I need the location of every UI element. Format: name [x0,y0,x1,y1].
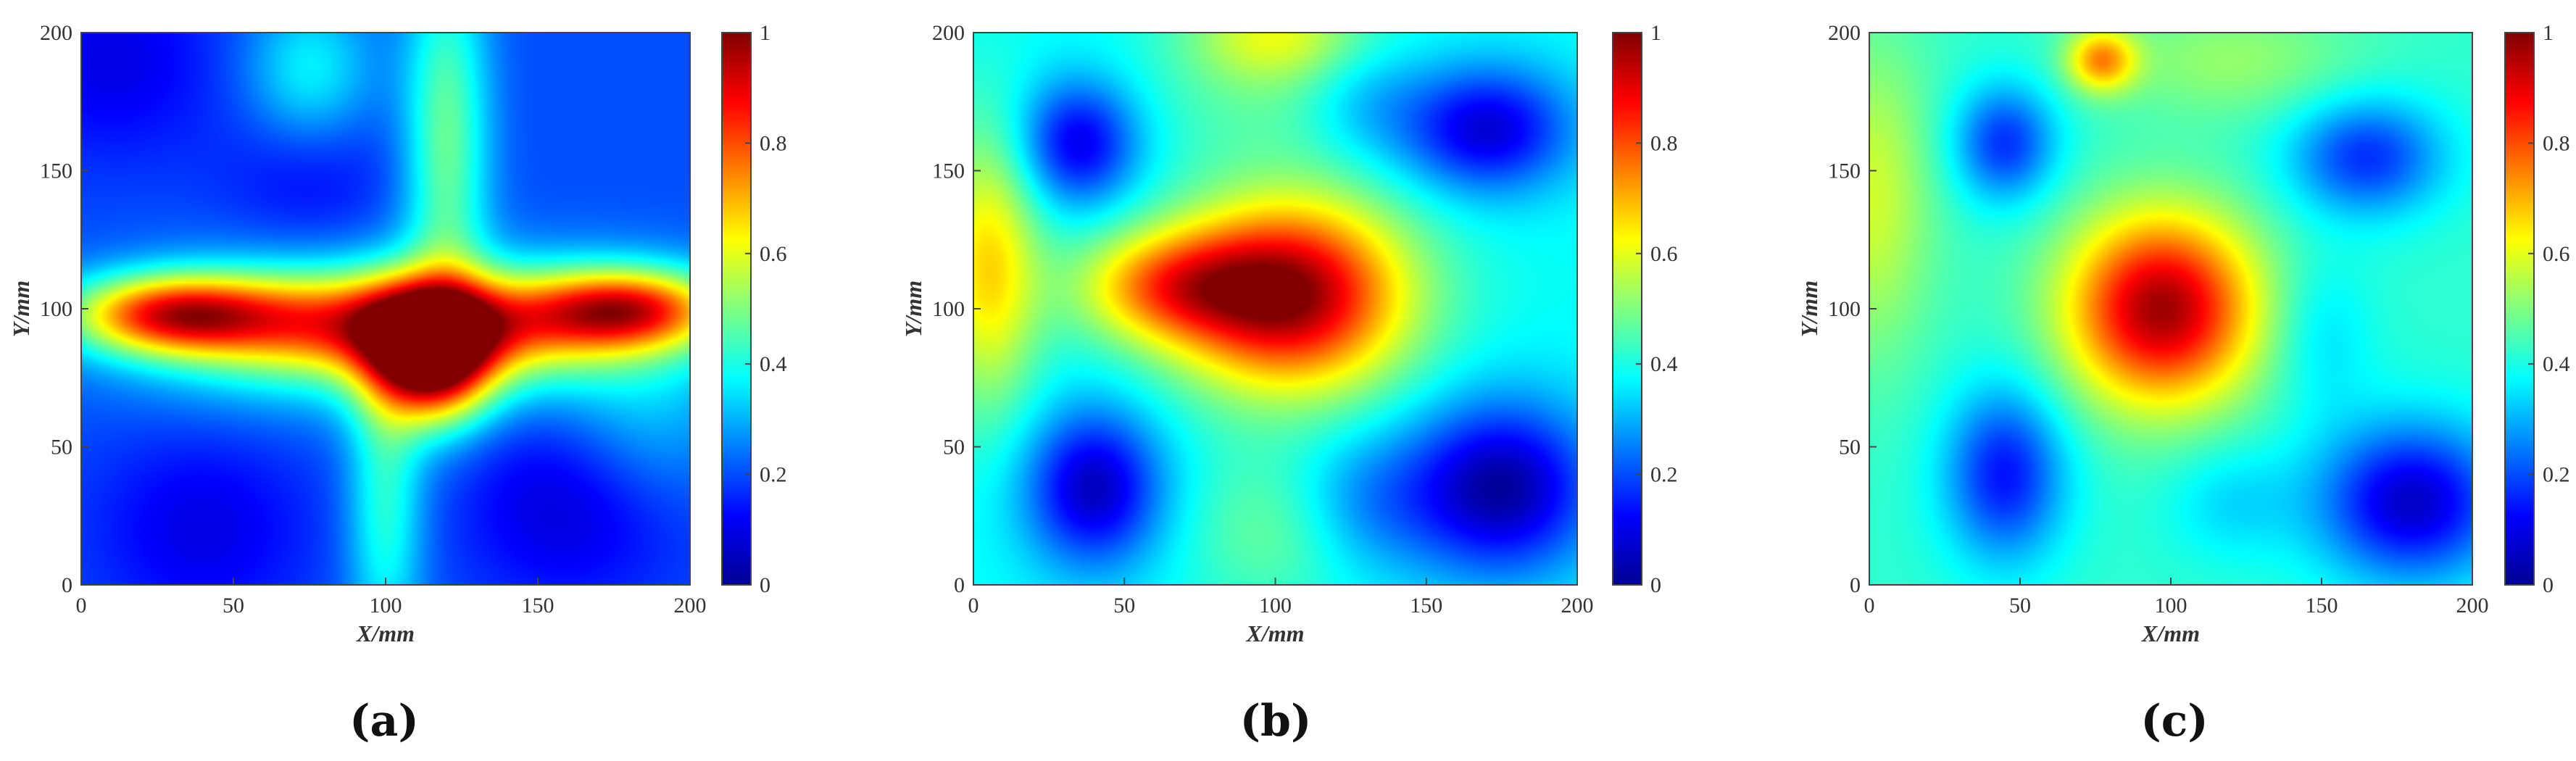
y-tick-label: 100 [40,297,72,321]
panel-label: (b) [1240,696,1312,747]
x-tick-label: 200 [1561,594,1594,617]
heatmap-panel-b: 0 50 100 150 200050100150200X/mmY/mm00.20.40… [900,21,1678,747]
colorbar-gradient [1612,32,1642,586]
heatmap-field [1869,33,2472,585]
x-tick-label: 150 [2306,594,2338,617]
panel-label: (c) [2140,696,2208,747]
x-tick-label: 50 [223,594,244,617]
colorbar-gradient [2504,32,2535,586]
colorbar-tick-label: 0.8 [1650,131,1678,155]
y-tick-label: 150 [932,159,965,183]
colorbar: 0 0.2 0.4 0.6 0.8 1 [721,21,787,597]
y-tick-label: 200 [40,21,72,45]
colorbar-tick-label: 1 [1650,21,1661,45]
colorbar-tick-label: 0.6 [760,242,787,266]
colorbar-tick-label: 0.6 [2543,242,2570,266]
colorbar-gradient [721,32,752,586]
y-tick-label: 0 [62,573,72,597]
x-tick-label: 150 [1410,594,1442,617]
x-tick-label: 0 [968,594,979,617]
colorbar-tick-label: 0 [760,573,770,597]
y-axis-title: Y/mm [1796,280,1822,337]
heatmap-panel-c: 0 50 100 150 200050100150200X/mmY/mm00.20.40… [1796,21,2570,747]
x-tick-label: 100 [370,594,402,617]
x-axis-title: X/mm [2141,620,2200,646]
colorbar-tick-label: 0 [1650,573,1661,597]
x-axis-title: X/mm [1245,620,1304,646]
colorbar-tick-label: 1 [760,21,770,45]
heatmap-panel-a: 0 50 100 150 200050100150200X/mmY/mm00.20.40… [8,21,787,747]
y-tick-label: 150 [40,159,72,183]
colorbar-tick-label: 0.8 [2543,131,2570,155]
x-tick-label: 100 [1259,594,1292,617]
x-tick-label: 200 [2456,594,2489,617]
y-tick-label: 0 [1850,573,1861,597]
y-tick-label: 50 [51,436,72,459]
colorbar-tick-label: 0.2 [2543,463,2570,487]
y-tick-label: 200 [932,21,965,45]
x-tick-label: 0 [76,594,87,617]
heatmap-field [973,33,1577,585]
x-tick-label: 0 [1864,594,1875,617]
colorbar-tick-label: 0.4 [2543,352,2570,376]
panel-label: (a) [349,696,419,747]
x-tick-label: 50 [2009,594,2031,617]
x-tick-label: 150 [522,594,554,617]
colorbar-tick-label: 1 [2543,21,2554,45]
colorbar-tick-label: 0.4 [760,352,787,376]
colorbar-tick-label: 0.2 [760,463,787,487]
y-axis-title: Y/mm [8,280,34,337]
y-axis-title: Y/mm [900,280,926,337]
colorbar-tick-label: 0.4 [1650,352,1678,376]
colorbar: 0 0.2 0.4 0.6 0.8 1 [1612,21,1678,597]
y-tick-label: 100 [1828,297,1861,321]
colorbar-tick-label: 0.8 [760,131,787,155]
x-axis-title: X/mm [356,620,415,646]
x-tick-label: 50 [1113,594,1135,617]
y-tick-label: 150 [1828,159,1861,183]
colorbar-tick-label: 0.6 [1650,242,1678,266]
x-tick-label: 200 [674,594,707,617]
y-tick-label: 50 [943,436,965,459]
y-tick-label: 50 [1839,436,1861,459]
colorbar-tick-label: 0.2 [1650,463,1678,487]
y-tick-label: 100 [932,297,965,321]
colorbar: 0 0.2 0.4 0.6 0.8 1 [2504,21,2570,597]
x-tick-label: 100 [2155,594,2187,617]
y-tick-label: 0 [954,573,965,597]
colorbar-tick-label: 0 [2543,573,2554,597]
heatmap-field [81,33,690,585]
y-tick-label: 200 [1828,21,1861,45]
